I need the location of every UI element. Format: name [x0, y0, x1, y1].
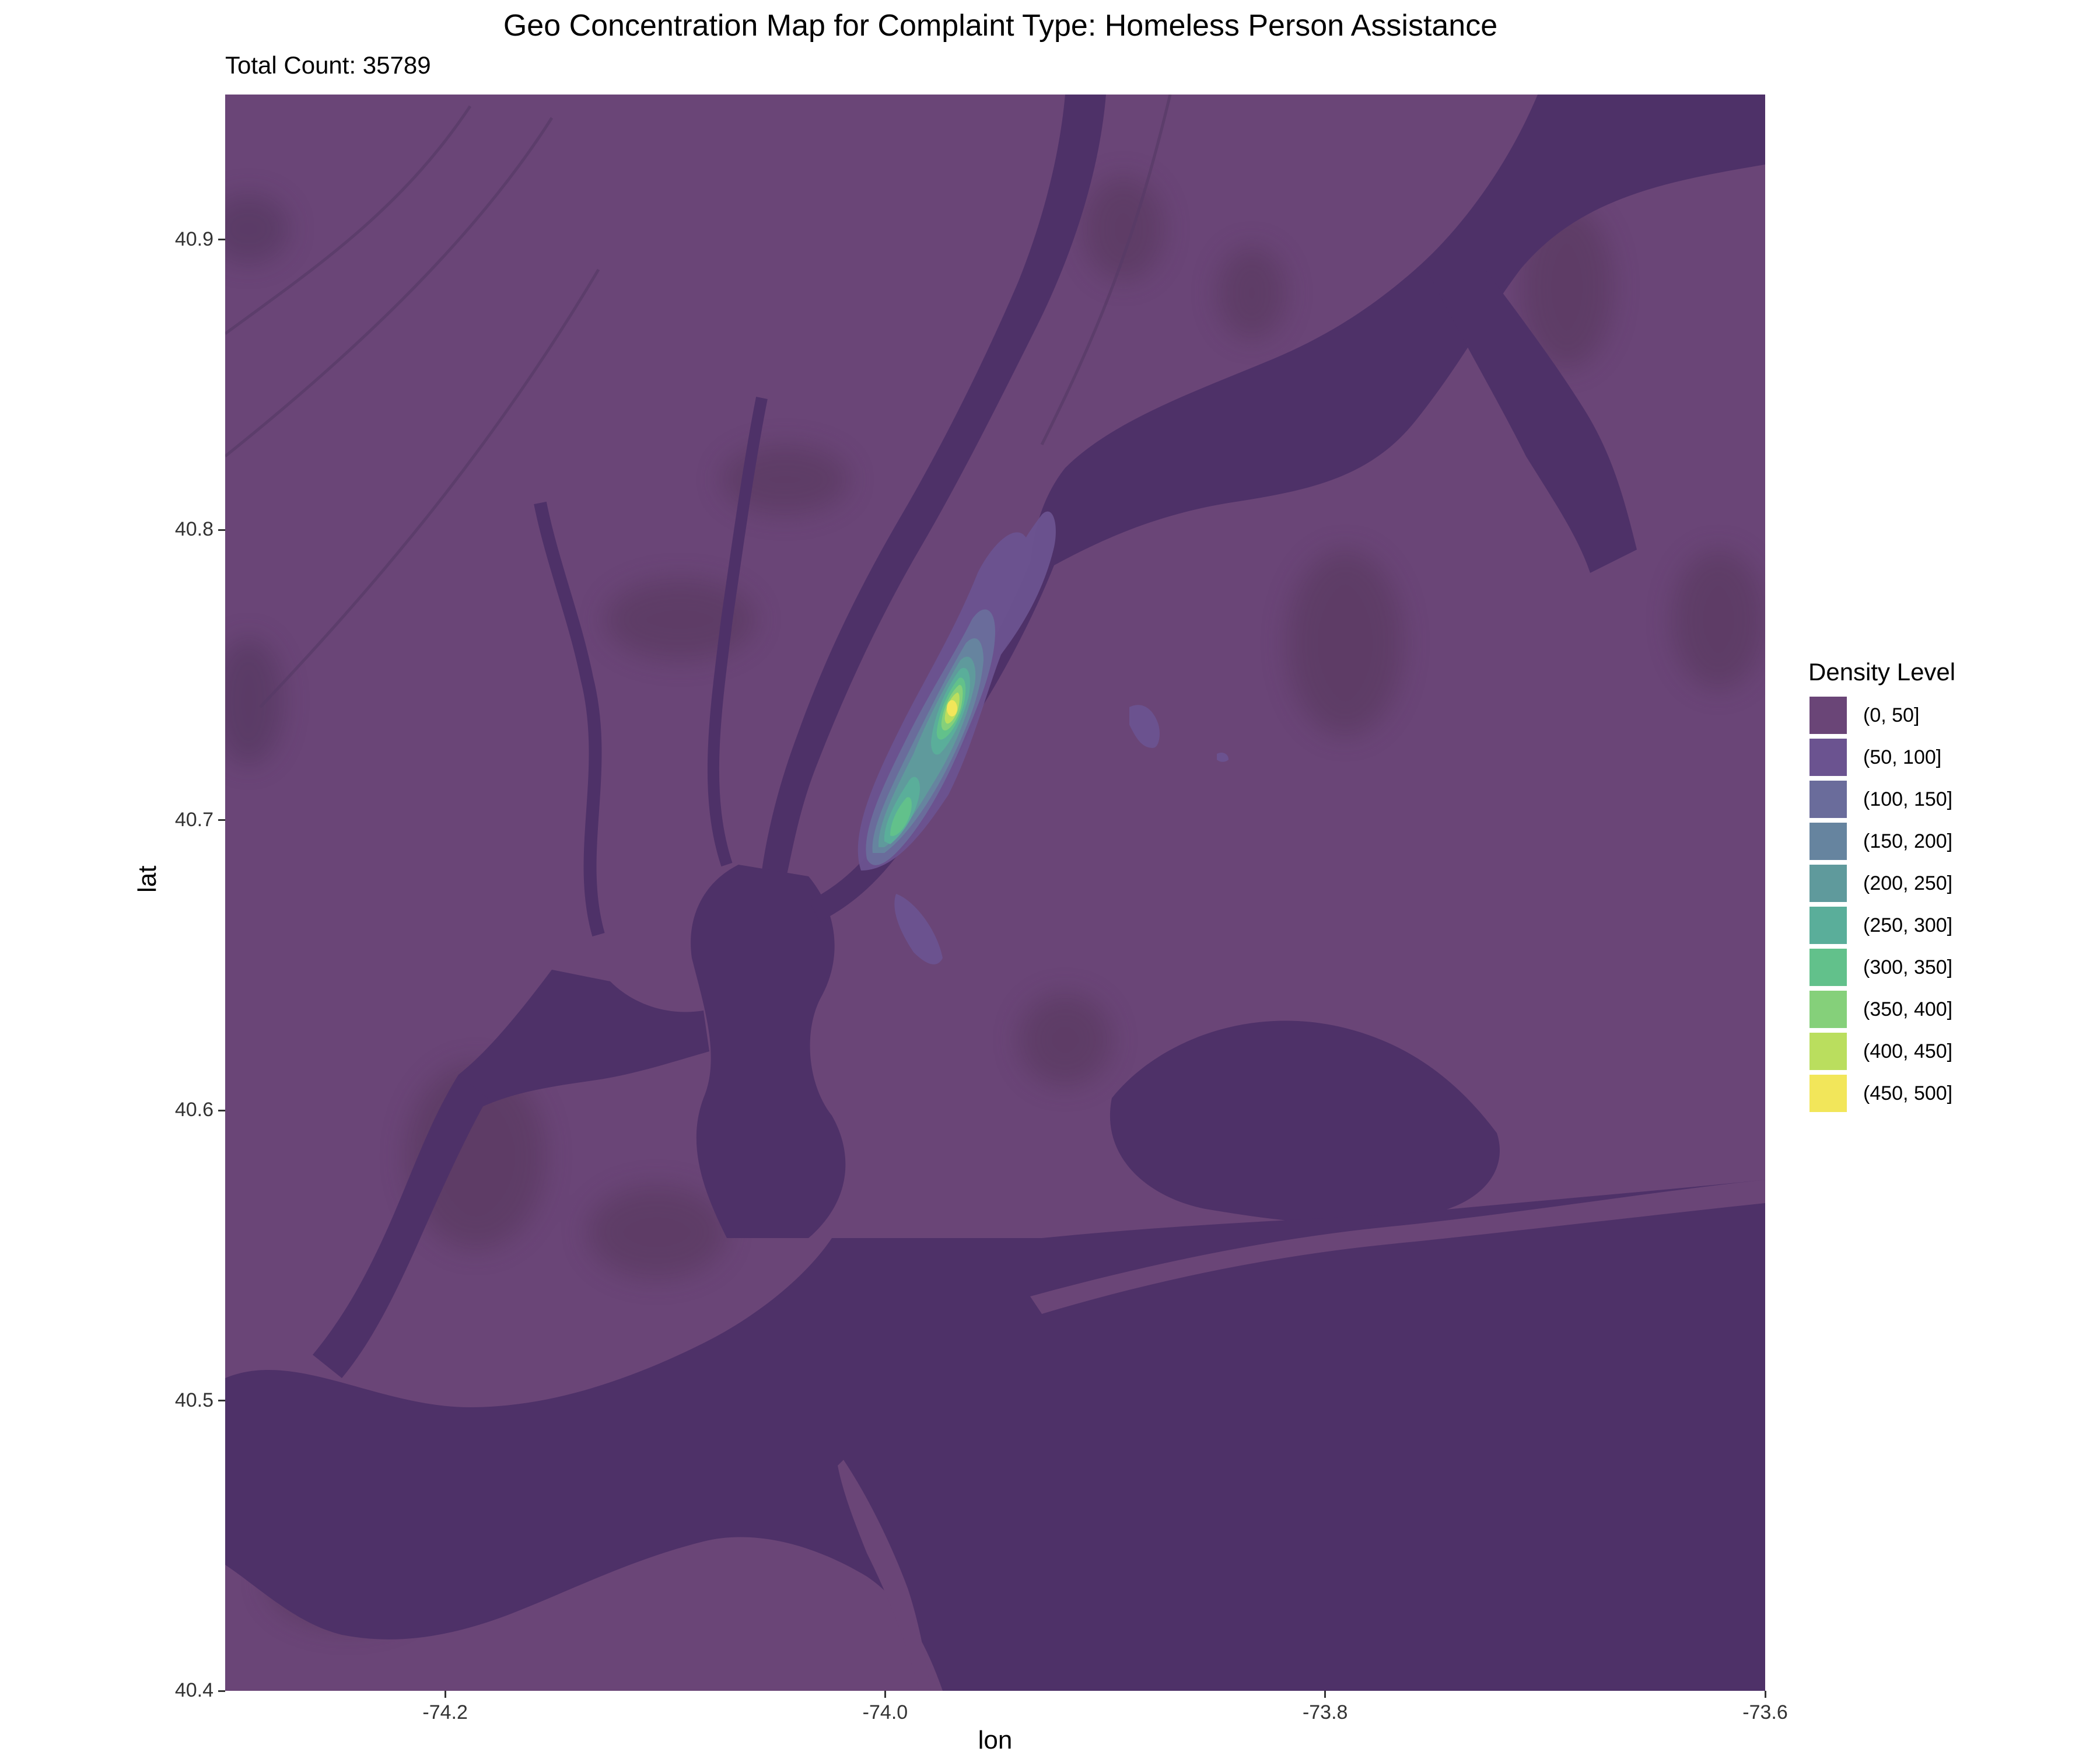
legend-swatch: [1808, 737, 1848, 777]
x-axis-label: lon: [978, 1726, 1013, 1754]
legend-label: (50, 100]: [1863, 746, 1942, 768]
legend-item: (100, 150]: [1808, 778, 1955, 820]
y-tick-label: 40.9: [174, 228, 214, 250]
y-tick-label: 40.7: [174, 808, 214, 831]
x-tick-label: -74.0: [862, 1701, 908, 1723]
legend-label: (150, 200]: [1863, 830, 1953, 852]
y-tick-label: 40.6: [174, 1099, 214, 1121]
x-tick-label: -73.8: [1302, 1701, 1348, 1723]
passaic-river: [534, 501, 605, 937]
legend-item: (250, 300]: [1808, 904, 1955, 946]
y-tick-mark: [218, 239, 225, 241]
hackensack-river: [707, 397, 768, 867]
legend-swatch: [1808, 695, 1848, 735]
rockaway-peninsula: [1030, 1180, 1765, 1314]
legend-swatch: [1808, 1032, 1848, 1071]
legend-swatch: [1808, 948, 1848, 987]
legend-swatch: [1808, 863, 1848, 903]
y-tick-label: 40.8: [174, 518, 214, 541]
legend-item: (0, 50]: [1808, 694, 1955, 736]
legend-swatch: [1808, 779, 1848, 819]
chart-subtitle: Total Count: 35789: [225, 51, 431, 79]
x-tick-label: -73.6: [1742, 1701, 1788, 1723]
legend-item: (300, 350]: [1808, 946, 1955, 988]
y-tick-label: 40.5: [174, 1389, 214, 1411]
x-tick-mark: [884, 1691, 886, 1698]
arthur-kill: [313, 1075, 488, 1378]
y-tick-mark: [218, 1690, 225, 1692]
legend-item: (50, 100]: [1808, 736, 1955, 778]
legend-swatch: [1808, 821, 1848, 861]
hudson-river: [762, 95, 1106, 882]
newark-bay: [459, 970, 709, 1110]
legend-item: (350, 400]: [1808, 988, 1955, 1030]
sandy-hook: [838, 1460, 931, 1691]
legend-item: (200, 250]: [1808, 862, 1955, 904]
y-axis-label: lat: [133, 865, 162, 893]
density-contours: [858, 511, 1228, 964]
legend-swatch: [1808, 906, 1848, 945]
legend: Density Level (0, 50] (50, 100] (100, 150]…: [1808, 658, 1955, 1114]
y-tick-mark: [218, 1109, 225, 1111]
upper-bay: [691, 865, 846, 1238]
y-tick-mark: [218, 819, 225, 821]
legend-item: (400, 450]: [1808, 1030, 1955, 1072]
legend-label: (300, 350]: [1863, 956, 1953, 978]
density-map[interactable]: [225, 95, 1765, 1691]
lower-bay-ocean: [225, 1180, 1765, 1691]
x-tick-mark: [1764, 1691, 1766, 1698]
legend-title: Density Level: [1808, 658, 1956, 686]
legend-label: (200, 250]: [1863, 872, 1953, 894]
y-tick-mark: [218, 1400, 225, 1402]
long-island-sound: [1030, 95, 1765, 579]
y-tick-mark: [218, 529, 225, 531]
x-tick-label: -74.2: [422, 1701, 468, 1723]
jamaica-bay: [1110, 1020, 1500, 1224]
legend-label: (0, 50]: [1863, 704, 1920, 726]
legend-item: (150, 200]: [1808, 820, 1955, 862]
map-panel[interactable]: [225, 95, 1765, 1691]
legend-item: (450, 500]: [1808, 1072, 1955, 1114]
density-level-450-500: [947, 700, 957, 716]
water-bodies: [225, 95, 1765, 1691]
legend-swatch: [1808, 990, 1848, 1029]
x-tick-mark: [444, 1691, 446, 1698]
legend-items: (0, 50] (50, 100] (100, 150] (150, 200] (200…: [1808, 694, 1955, 1114]
legend-label: (250, 300]: [1863, 914, 1953, 936]
chart-title: Geo Concentration Map for Complaint Type…: [503, 9, 1498, 43]
y-tick-label: 40.4: [174, 1679, 214, 1701]
eastchester-bay: [1427, 270, 1637, 573]
legend-label: (400, 450]: [1863, 1040, 1953, 1062]
x-tick-mark: [1324, 1691, 1326, 1698]
legend-label: (450, 500]: [1863, 1082, 1953, 1104]
legend-swatch: [1808, 1074, 1848, 1113]
legend-label: (100, 150]: [1863, 788, 1953, 810]
legend-label: (350, 400]: [1863, 998, 1953, 1020]
